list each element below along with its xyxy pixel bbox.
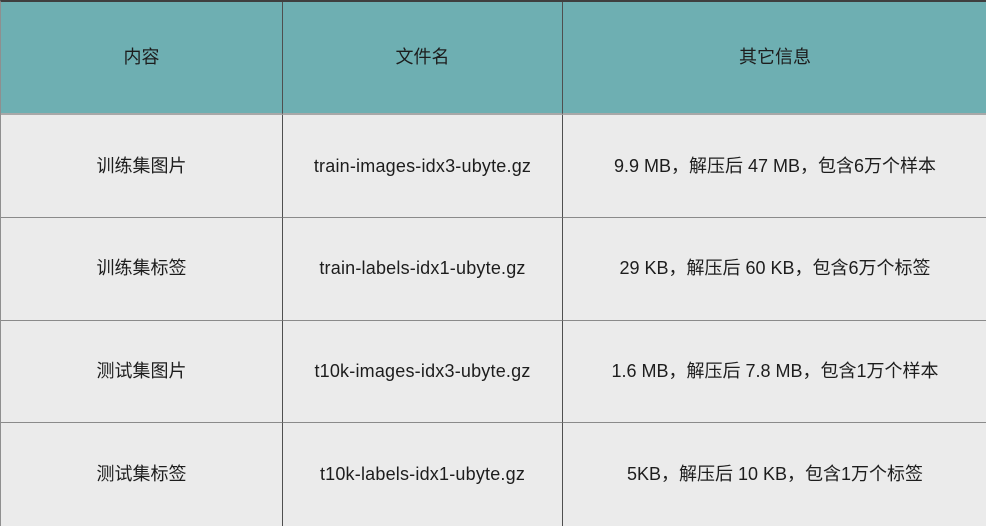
header-cell-filename: 文件名 — [283, 2, 563, 115]
table-row-1-info: 9.9 MB，解压后 47 MB，包含6万个样本 — [563, 115, 986, 218]
table-row-2-info: 29 KB，解压后 60 KB，包含6万个标签 — [563, 217, 986, 321]
header-info-label: 其它信息 — [739, 47, 811, 68]
row-filename-label: t10k-images-idx3-ubyte.gz — [314, 361, 531, 382]
table-row-4-filename: t10k-labels-idx1-ubyte.gz — [283, 423, 563, 526]
table-row-3-content: 测试集图片 — [1, 320, 283, 424]
row-filename-label: t10k-labels-idx1-ubyte.gz — [319, 464, 526, 485]
header-cell-content: 内容 — [1, 2, 283, 115]
row-info-label: 1.6 MB，解压后 7.8 MB，包含1万个样本 — [611, 361, 939, 382]
table-row-4-content: 测试集标签 — [1, 423, 283, 526]
table-row-2-filename: train-labels-idx1-ubyte.gz — [283, 217, 563, 321]
row-content-label: 测试集标签 — [96, 464, 187, 485]
table-row-1-content: 训练集图片 — [1, 115, 283, 218]
header-cell-info: 其它信息 — [563, 2, 986, 115]
row-filename-label: train-images-idx3-ubyte.gz — [313, 155, 532, 176]
table-row-1-filename: train-images-idx3-ubyte.gz — [283, 115, 563, 218]
table-row-3-filename: t10k-images-idx3-ubyte.gz — [283, 320, 563, 424]
table-row-3-info: 1.6 MB，解压后 7.8 MB，包含1万个样本 — [563, 320, 986, 424]
row-info-label: 5KB，解压后 10 KB，包含1万个标签 — [626, 464, 924, 485]
row-content-label: 训练集图片 — [96, 155, 187, 176]
row-content-label: 测试集图片 — [96, 361, 187, 382]
row-content-label: 训练集标签 — [96, 258, 187, 279]
header-filename-label: 文件名 — [395, 47, 450, 68]
row-info-label: 29 KB，解压后 60 KB，包含6万个标签 — [619, 258, 931, 279]
row-info-label: 9.9 MB，解压后 47 MB，包含6万个样本 — [613, 155, 937, 176]
table-row-4-info: 5KB，解压后 10 KB，包含1万个标签 — [563, 423, 986, 526]
row-filename-label: train-labels-idx1-ubyte.gz — [319, 258, 526, 279]
header-content-label: 内容 — [123, 47, 160, 68]
table-row-2-content: 训练集标签 — [1, 217, 283, 321]
